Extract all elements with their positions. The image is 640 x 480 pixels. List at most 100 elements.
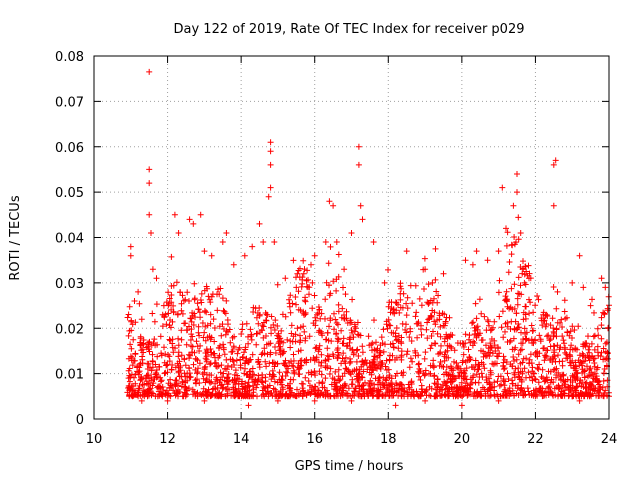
data-point: [362, 357, 369, 364]
data-point: [146, 180, 153, 187]
data-point: [436, 362, 443, 369]
data-point: [430, 364, 437, 371]
y-tick-label: 0.07: [55, 95, 84, 110]
data-point: [551, 366, 558, 373]
data-point: [491, 393, 498, 400]
data-point: [280, 339, 287, 346]
data-point: [148, 342, 155, 349]
data-point: [354, 379, 361, 385]
data-point: [225, 321, 231, 328]
data-point: [275, 330, 282, 337]
data-point: [567, 328, 574, 335]
data-point: [591, 346, 598, 353]
data-point: [335, 349, 341, 356]
data-point: [351, 328, 358, 335]
data-point: [574, 370, 581, 377]
data-point: [219, 239, 226, 245]
data-point: [175, 342, 182, 349]
data-point: [262, 358, 269, 365]
data-point: [213, 363, 219, 370]
data-point: [444, 379, 450, 386]
data-point: [432, 321, 439, 328]
data-point: [210, 316, 217, 323]
data-point: [194, 370, 200, 377]
data-point: [521, 271, 528, 278]
data-point: [271, 239, 278, 245]
data-point: [278, 376, 285, 383]
data-point: [590, 356, 597, 362]
data-point: [163, 321, 170, 328]
data-point: [455, 363, 462, 369]
data-point: [344, 390, 351, 397]
data-point: [494, 344, 501, 351]
data-point: [186, 364, 192, 371]
data-point: [534, 365, 541, 371]
data-point: [277, 392, 284, 399]
data-point: [340, 350, 347, 357]
data-point: [269, 367, 276, 374]
data-point: [398, 340, 405, 347]
data-point: [580, 352, 587, 359]
data-point: [581, 393, 588, 400]
y-tick-label: 0.08: [55, 50, 84, 65]
data-point: [296, 371, 303, 378]
data-point: [390, 306, 397, 313]
data-point: [169, 344, 176, 351]
data-point: [179, 378, 186, 385]
data-point: [534, 293, 541, 299]
data-point: [407, 328, 414, 335]
data-point: [403, 312, 410, 319]
data-point: [271, 363, 278, 370]
data-point: [584, 363, 590, 370]
data-point: [236, 376, 242, 383]
data-point: [508, 285, 515, 292]
data-point: [406, 364, 413, 371]
data-point: [509, 363, 516, 370]
data-point: [297, 265, 303, 272]
data-point: [552, 358, 559, 365]
data-point: [199, 320, 206, 326]
data-point: [319, 332, 326, 339]
data-point: [478, 370, 485, 377]
data-point: [595, 332, 602, 339]
data-point: [218, 362, 225, 369]
data-point: [403, 329, 410, 336]
data-point: [591, 309, 597, 316]
data-point: [436, 310, 443, 317]
data-point: [416, 360, 422, 367]
data-point: [343, 366, 350, 373]
data-point: [370, 239, 377, 245]
data-point: [136, 300, 143, 307]
data-point: [180, 297, 187, 304]
data-point: [528, 336, 535, 343]
data-point: [348, 319, 355, 326]
data-point: [431, 380, 438, 387]
data-point: [360, 391, 367, 397]
data-point: [526, 374, 533, 381]
data-point: [136, 385, 143, 392]
data-point: [446, 333, 452, 340]
data-point: [517, 347, 524, 354]
data-point: [234, 350, 241, 357]
data-point: [510, 335, 517, 342]
data-point: [513, 310, 520, 317]
data-point: [195, 329, 202, 336]
data-point: [417, 377, 424, 383]
data-point: [351, 392, 358, 399]
data-point: [227, 339, 234, 346]
data-point: [218, 332, 225, 339]
data-point: [522, 311, 529, 318]
data-point: [460, 351, 467, 358]
data-point: [178, 336, 185, 343]
data-point: [334, 338, 341, 345]
data-point: [241, 252, 248, 259]
data-point: [131, 374, 137, 381]
data-point: [220, 341, 227, 348]
data-point: [506, 259, 513, 265]
data-point: [186, 323, 192, 330]
data-point: [495, 248, 502, 255]
data-point: [157, 378, 164, 385]
data-point: [324, 345, 331, 352]
data-point: [168, 253, 175, 260]
data-point: [166, 295, 173, 302]
